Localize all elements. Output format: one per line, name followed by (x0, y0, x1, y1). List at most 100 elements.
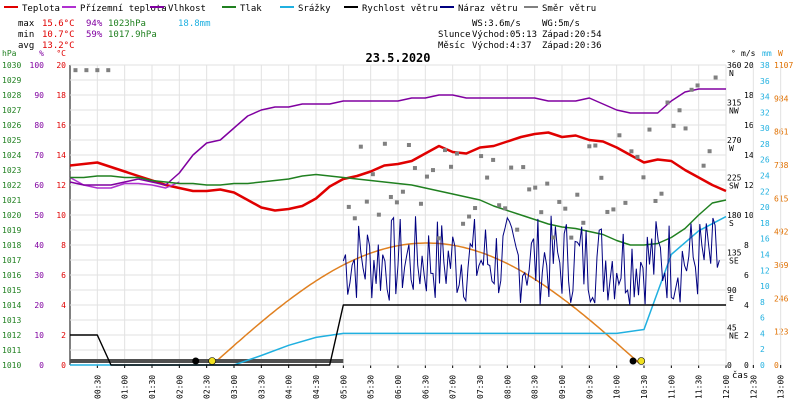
wind-dir-point (701, 163, 706, 168)
wind-dir-point (382, 141, 387, 146)
wind-dir-point (388, 194, 393, 199)
mm-axis-tick: 18 (760, 219, 770, 228)
legend-label-5: Rychlost větru (362, 4, 438, 14)
wind-dir-point (449, 164, 454, 169)
mm-axis-tick: 24 (760, 172, 770, 181)
celsius-axis-tick: 16 (56, 121, 66, 130)
moonset-marker (629, 357, 637, 365)
ms-axis-tick: 12 (744, 181, 754, 190)
info-slunce-zapad: Západ:20:54 (542, 30, 602, 40)
hpa-axis-tick: 1027 (2, 106, 21, 115)
hpa-axis-tick: 1014 (2, 301, 21, 310)
wm2-axis-tick: 738 (774, 161, 789, 170)
x-tick-label: 05:30 (367, 375, 376, 399)
stats-max-hum: 94% (86, 19, 103, 29)
wind-dir-point (479, 154, 484, 159)
wind-dir-point (73, 68, 78, 73)
legend-swatch-4 (280, 6, 294, 8)
wind-dir-point (695, 83, 700, 88)
celsius-axis-tick: 12 (56, 181, 66, 190)
wind-dir-point (503, 206, 508, 211)
wind-dir-point (364, 199, 369, 204)
mm-axis-tick: 20 (760, 203, 770, 212)
x-axis-title: čas (732, 370, 748, 381)
ms-axis-tick: 0 (744, 361, 749, 370)
degrees-axis-tick: 45 (727, 324, 737, 333)
mm-axis-tick: 12 (760, 266, 770, 275)
series-line-2 (69, 88, 726, 186)
celsius-axis-tick: 2 (61, 331, 66, 340)
degrees-axis-title: ° (731, 49, 736, 58)
x-tick-label: 11:30 (695, 375, 704, 399)
wind-dir-point (430, 168, 435, 173)
hpa-axis-tick: 1024 (2, 151, 21, 160)
percent-axis-tick: 100 (30, 61, 45, 70)
legend-label-3: Tlak (240, 4, 262, 14)
info-wg: WG:5m/s (542, 19, 580, 29)
wind-dir-point (623, 200, 628, 205)
wind-dir-point (461, 221, 466, 226)
hpa-axis-tick: 1018 (2, 241, 21, 250)
hpa-axis-tick: 1025 (2, 136, 21, 145)
mm-axis-tick: 36 (760, 77, 770, 86)
legend-label-6: Náraz větru (458, 4, 518, 14)
wind-dir-point (527, 187, 532, 192)
mm-axis-tick: 34 (760, 93, 770, 102)
wind-dir-point (629, 149, 634, 154)
wind-dir-point (599, 175, 604, 180)
mm-axis-title: mm (762, 49, 772, 58)
wind-dir-point (412, 166, 417, 171)
chart-title: 23.5.2020 (365, 51, 430, 65)
series-line-5 (70, 304, 726, 366)
wind-dir-point (473, 206, 478, 211)
series-line-3 (70, 173, 727, 246)
mm-axis-tick: 32 (760, 108, 770, 117)
info-block: WS:3.6m/s WG:5m/s Slunce Východ:05:13 Zá… (438, 19, 602, 51)
degrees-axis-dir: N (729, 69, 734, 78)
percent-axis-tick: 10 (34, 331, 44, 340)
x-tick-label: 10:30 (640, 375, 649, 399)
legend-label-0: Teplota (22, 4, 60, 14)
celsius-axis-tick: 0 (61, 361, 66, 370)
wind-dir-point (346, 204, 351, 209)
hpa-axis-tick: 1029 (2, 76, 21, 85)
legend-label-7: Směr větru (542, 4, 596, 14)
mm-axis-tick: 22 (760, 187, 770, 196)
x-tick-label: 06:30 (421, 375, 430, 399)
wind-dir-point (665, 100, 670, 105)
wind-dir-point (418, 201, 423, 206)
legend-swatch-0 (4, 6, 18, 8)
wind-dir-point (689, 87, 694, 92)
stats-max-label: max (18, 19, 35, 29)
x-tick-label: 03:00 (230, 375, 239, 399)
stats-max-press: 1023hPa (108, 19, 146, 29)
wm2-axis-tick: 123 (774, 328, 789, 337)
wind-dir-point (575, 192, 580, 197)
ms-axis-tick: 10 (744, 211, 754, 220)
wind-dir-point (605, 209, 610, 214)
wm2-axis-tick: 0 (774, 361, 779, 370)
series-line-1 (69, 176, 180, 189)
x-tick-label: 06:00 (394, 375, 403, 399)
degrees-axis-dir: W (729, 144, 734, 153)
mm-axis-tick: 16 (760, 235, 770, 244)
night-bar (70, 359, 344, 363)
hpa-axis-tick: 1011 (2, 346, 21, 355)
legend-swatch-7 (524, 6, 538, 8)
hpa-axis-tick: 1016 (2, 271, 21, 280)
hpa-axis-tick: 1012 (2, 331, 21, 340)
wind-dir-point (569, 235, 574, 240)
wind-dir-point (437, 236, 441, 241)
ms-axis-tick: 2 (744, 331, 749, 340)
hpa-axis-tick: 1010 (2, 361, 21, 370)
celsius-axis-tick: 10 (56, 211, 66, 220)
x-tick-label: 12:00 (722, 375, 731, 399)
legend: Teplota Přízemní teplota Vlhkost Tlak Srážky… (4, 4, 596, 14)
hpa-axis-tick: 1026 (2, 121, 21, 130)
degrees-axis-dir: SE (729, 257, 739, 266)
x-tick-label: 07:00 (449, 375, 458, 399)
sun-elevation-curve (211, 242, 640, 366)
degrees-axis-tick: 360 (727, 61, 742, 70)
hpa-axis-tick: 1019 (2, 226, 21, 235)
hpa-axis-tick: 1021 (2, 196, 21, 205)
